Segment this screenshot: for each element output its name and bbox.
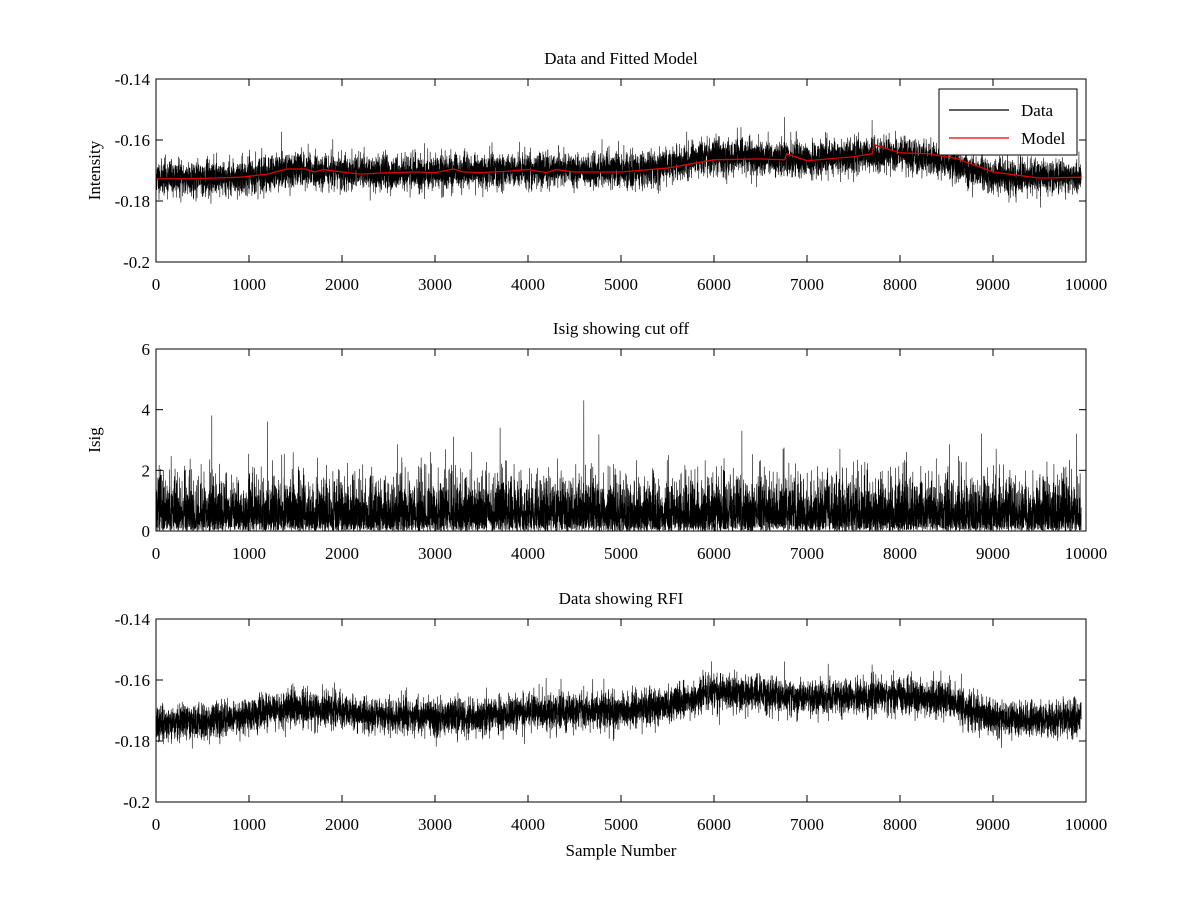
- x-tick-label: 1000: [232, 544, 266, 563]
- y-tick-label: 2: [142, 461, 151, 480]
- y-tick-label: 0: [142, 522, 151, 541]
- y-tick-label: -0.2: [123, 253, 150, 272]
- x-tick-label: 3000: [418, 544, 452, 563]
- x-tick-label: 2000: [325, 275, 359, 294]
- x-tick-label: 1000: [232, 275, 266, 294]
- x-tick-label: 9000: [976, 275, 1010, 294]
- chart-panel-1: 0 1000 2000 3000 4000 5000 6000 7000 8000 9000 100…: [85, 49, 1107, 294]
- x-tick-label: 6000: [697, 275, 731, 294]
- y-tick-label: -0.14: [115, 610, 151, 629]
- series-group: [156, 116, 1082, 208]
- y-axis-label: Intensity: [85, 140, 104, 200]
- chart-title: Isig showing cut off: [553, 319, 689, 338]
- x-tick-label: 4000: [511, 275, 545, 294]
- x-tick-label: 5000: [604, 815, 638, 834]
- legend-label-model: Model: [1021, 129, 1066, 148]
- x-tick-label: 7000: [790, 544, 824, 563]
- y-tick-label: -0.2: [123, 793, 150, 812]
- x-tick-label: 8000: [883, 544, 917, 563]
- y-tick-label: -0.16: [115, 671, 150, 690]
- x-tick-label: 7000: [790, 815, 824, 834]
- chart-panel-3: 0 1000 2000 3000 4000 5000 6000 7000 8000 9000 100…: [115, 589, 1108, 860]
- x-tick-label: 1000: [232, 815, 266, 834]
- x-tick-label: 0: [152, 544, 161, 563]
- series-line-1: [156, 400, 1082, 531]
- x-tick-label: 8000: [883, 815, 917, 834]
- x-tick-label: 10000: [1065, 544, 1108, 563]
- x-tick-label: 10000: [1065, 815, 1108, 834]
- legend-label-data: Data: [1021, 101, 1054, 120]
- chart-title: Data and Fitted Model: [544, 49, 698, 68]
- y-tick-label: -0.16: [115, 131, 150, 150]
- x-tick-label: 4000: [511, 815, 545, 834]
- x-tick-label: 4000: [511, 544, 545, 563]
- x-tick-label: 9000: [976, 815, 1010, 834]
- y-tick-label: -0.14: [115, 70, 151, 89]
- y-tick-label: -0.18: [115, 192, 150, 211]
- series-group: [156, 661, 1082, 749]
- series-group: [156, 400, 1082, 531]
- x-tick-label: 0: [152, 815, 161, 834]
- x-tick-label: 6000: [697, 544, 731, 563]
- y-tick-label: 6: [142, 340, 151, 359]
- series-line-data: [156, 116, 1082, 208]
- y-tick-label: 4: [142, 401, 151, 420]
- chart-title: Data showing RFI: [559, 589, 684, 608]
- x-tick-label: 3000: [418, 815, 452, 834]
- y-tick-label: -0.18: [115, 732, 150, 751]
- x-tick-label: 5000: [604, 544, 638, 563]
- y-axis-label: Isig: [85, 427, 104, 453]
- series-line-1: [156, 661, 1082, 749]
- x-tick-label: 2000: [325, 815, 359, 834]
- x-tick-label: 5000: [604, 275, 638, 294]
- chart-panel-2: 0 1000 2000 3000 4000 5000 6000 7000 8000 9000 100…: [85, 319, 1107, 563]
- x-tick-label: 7000: [790, 275, 824, 294]
- legend-box: [938, 88, 1078, 156]
- x-axis-label: Sample Number: [566, 841, 677, 860]
- x-tick-label: 2000: [325, 544, 359, 563]
- legend: Data Model: [938, 88, 1078, 156]
- series-line-model: [156, 143, 1082, 180]
- x-tick-label: 9000: [976, 544, 1010, 563]
- x-tick-label: 8000: [883, 275, 917, 294]
- x-tick-label: 6000: [697, 815, 731, 834]
- x-tick-label: 10000: [1065, 275, 1108, 294]
- x-tick-label: 3000: [418, 275, 452, 294]
- x-tick-label: 0: [152, 275, 161, 294]
